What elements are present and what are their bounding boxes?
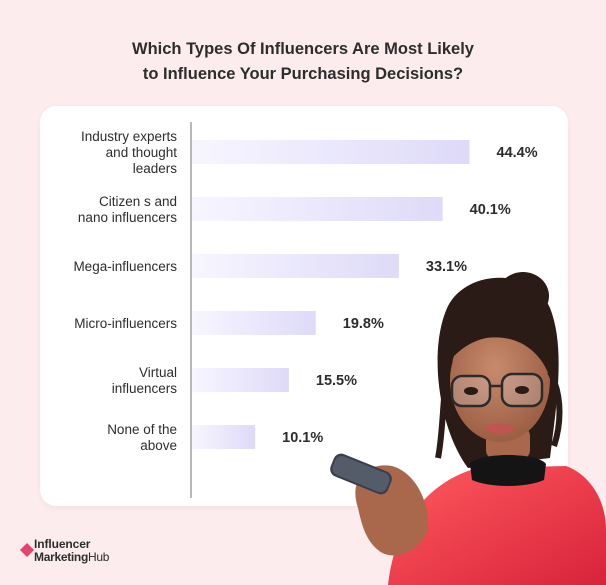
brand-name-bold: Marketing bbox=[34, 550, 88, 564]
chart-title: Which Types Of Influencers Are Most Like… bbox=[0, 37, 606, 87]
bar-value-label: 15.5% bbox=[316, 373, 357, 389]
chart-title-line-2: to Influence Your Purchasing Decisions? bbox=[142, 65, 464, 83]
category-label-line: Citizen s and bbox=[99, 194, 177, 209]
category-label-line: leaders bbox=[133, 161, 178, 176]
brand-diamond-icon bbox=[20, 543, 34, 557]
category-label-line: influencers bbox=[112, 381, 178, 396]
category-label: Citizen s and nano influencers bbox=[78, 194, 177, 225]
bar-chart: 44.4% 40.1% 33.1% 19.8% 15.5% 10.1% Industry … bbox=[73, 122, 538, 498]
bar-value-label: 33.1% bbox=[426, 259, 467, 275]
bar bbox=[192, 254, 399, 278]
category-label: None of the above bbox=[107, 422, 177, 453]
category-label: Micro-influencers bbox=[74, 316, 177, 331]
category-label: Mega-influencers bbox=[73, 259, 177, 274]
bar bbox=[192, 368, 289, 392]
bar bbox=[192, 197, 443, 221]
category-label: Industry experts and thought leaders bbox=[81, 129, 177, 176]
category-label-line: Micro-influencers bbox=[74, 316, 177, 331]
woman-with-phone-photo bbox=[330, 272, 606, 585]
category-label-line: and thought bbox=[106, 145, 178, 160]
bar bbox=[192, 311, 316, 335]
bar bbox=[192, 140, 470, 164]
bar-value-label: 19.8% bbox=[343, 316, 384, 332]
brand-name-line-1: Influencer bbox=[34, 537, 91, 551]
category-label-line: above bbox=[140, 438, 177, 453]
category-label-line: nano influencers bbox=[78, 210, 177, 225]
bar-value-label: 40.1% bbox=[470, 202, 511, 218]
brand-name-rest: Hub bbox=[87, 550, 110, 564]
category-label: Virtual influencers bbox=[112, 365, 178, 396]
bar-value-label: 44.4% bbox=[497, 145, 538, 161]
category-label-line: Industry experts bbox=[81, 129, 177, 144]
bar bbox=[192, 425, 256, 449]
brand-logo: Influencer MarketingHub bbox=[20, 537, 140, 571]
category-label-line: Virtual bbox=[139, 365, 177, 380]
chart-title-line-1: Which Types Of Influencers Are Most Like… bbox=[132, 40, 474, 58]
category-label-line: Mega-influencers bbox=[73, 259, 177, 274]
brand-name-line-2: MarketingHub bbox=[34, 550, 109, 564]
category-label-line: None of the bbox=[107, 422, 177, 437]
bar-value-label: 10.1% bbox=[282, 430, 323, 446]
